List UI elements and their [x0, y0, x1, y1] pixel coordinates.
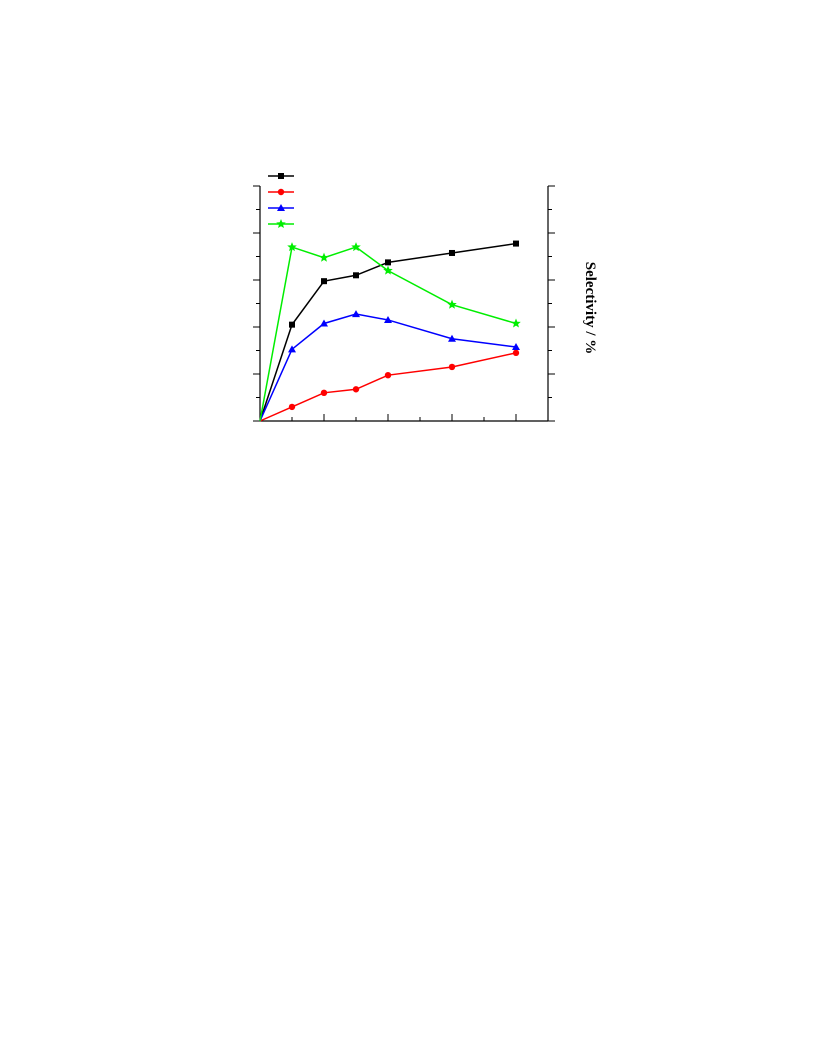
series-3	[259, 310, 520, 422]
data-point	[511, 318, 521, 328]
series	[259, 240, 521, 422]
data-point	[385, 259, 391, 266]
series-2	[259, 349, 520, 422]
legend-marker	[277, 188, 285, 196]
data-point	[383, 265, 393, 275]
legend-entry-2	[268, 188, 294, 196]
data-point	[289, 321, 295, 328]
data-point	[351, 242, 361, 252]
data-point	[512, 349, 520, 357]
series-line	[259, 313, 517, 422]
data-point	[320, 389, 328, 396]
data-point	[319, 252, 329, 262]
data-point	[321, 278, 327, 285]
series-4	[259, 242, 521, 422]
data-point	[384, 371, 392, 379]
data-point	[288, 403, 296, 411]
series-line	[259, 352, 517, 422]
legend-entry-4	[268, 219, 294, 229]
data-point	[320, 319, 328, 327]
series-line	[259, 246, 517, 422]
legend-entry-3	[268, 204, 294, 211]
legend	[268, 173, 294, 229]
ticks	[253, 185, 555, 422]
legend-marker	[278, 173, 284, 179]
data-point	[513, 240, 519, 247]
data-point	[512, 342, 520, 350]
y2-axis-label: Selectivity / %	[582, 262, 598, 354]
data-point	[448, 363, 456, 371]
data-point	[287, 242, 297, 252]
data-point	[449, 249, 455, 256]
plot-frame	[259, 186, 549, 422]
legend-marker	[277, 204, 285, 211]
data-point	[384, 315, 392, 323]
data-point	[353, 272, 359, 279]
data-point	[448, 334, 456, 342]
data-point	[288, 345, 296, 353]
legend-marker	[276, 219, 286, 229]
data-point	[447, 299, 457, 309]
data-point	[352, 310, 360, 318]
data-point	[352, 386, 360, 393]
series-1	[259, 240, 519, 422]
legend-entry-1	[268, 173, 294, 179]
